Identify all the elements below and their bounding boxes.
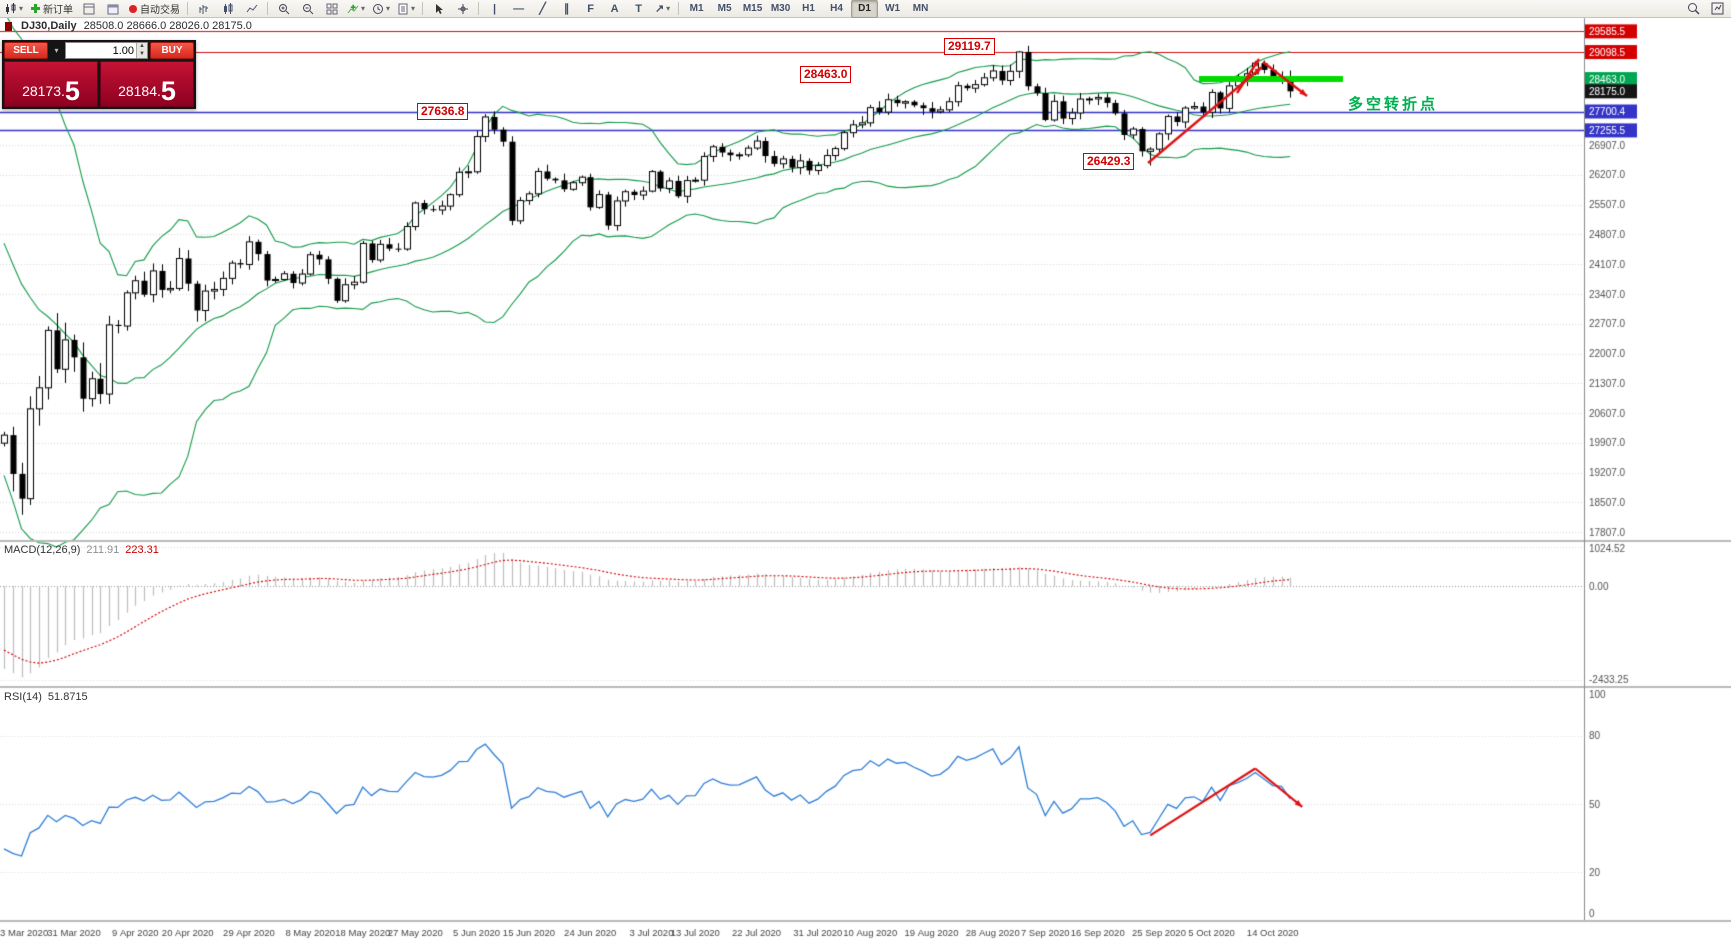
symbol-icon <box>5 21 12 31</box>
turning-point-note[interactable]: 多空转折点 <box>1348 96 1439 114</box>
auto-trading-button[interactable]: 自动交易 <box>125 0 183 18</box>
templates-icon[interactable]: ▾ <box>394 0 418 18</box>
ohlc-values: 28508.0 28666.0 28026.0 28175.0 <box>83 20 252 32</box>
one-click-trading-panel: SELL ▾ ▲ ▼ BUY 28173. 5 28184. 5 <box>2 40 196 109</box>
trendline-tool[interactable]: ╱ <box>539 3 546 15</box>
macd-signal-value: 223.31 <box>125 544 159 556</box>
sell-price-box[interactable]: 28173. 5 <box>4 61 98 107</box>
periods-icon[interactable]: ▾ <box>369 0 393 18</box>
symbol-search-icon[interactable] <box>1682 0 1705 18</box>
text-label-tool[interactable]: T <box>635 2 642 15</box>
timeframe-m30[interactable]: M30 <box>770 3 791 14</box>
chevron-down-icon: ▾ <box>361 4 366 13</box>
chevron-down-icon: ▾ <box>411 4 416 13</box>
rsi-name: RSI(14) <box>4 691 42 703</box>
chevron-down-icon: ▾ <box>666 4 671 13</box>
chevron-down-icon: ▾ <box>386 4 391 13</box>
text-tool[interactable]: A <box>610 2 619 15</box>
timeframe-m15[interactable]: M15 <box>742 3 763 14</box>
timeframe-w1[interactable]: W1 <box>885 3 901 14</box>
sell-price-main: 28173. <box>22 83 65 99</box>
panel-options-dropdown[interactable]: ▾ <box>54 46 59 55</box>
price-annotation[interactable]: 29119.7 <box>944 37 995 55</box>
profiles-icon[interactable] <box>101 0 124 18</box>
chart-symbol-header: DJ30,Daily 28508.0 28666.0 28026.0 28175… <box>5 20 252 32</box>
price-annotation[interactable]: 27636.8 <box>417 102 469 120</box>
timeframe-d1[interactable]: D1 <box>851 0 879 18</box>
timeframe-m5[interactable]: M5 <box>717 3 732 14</box>
sell-button[interactable]: SELL <box>4 42 48 59</box>
indicators-add-icon[interactable]: ▾ <box>344 0 368 18</box>
timeframe-mn[interactable]: MN <box>912 3 929 14</box>
horizontal-line-tool[interactable]: ― <box>513 2 525 15</box>
line-chart-type-icon[interactable] <box>240 0 263 18</box>
buy-price-main: 28184. <box>118 83 161 99</box>
tile-windows-icon[interactable] <box>320 0 343 18</box>
toolbar-separator <box>187 2 189 15</box>
toolbar: ▾ 新订单 自动交易 <box>0 0 1731 18</box>
timeframe-m1[interactable]: M1 <box>689 3 704 14</box>
chevron-down-icon: ▾ <box>19 4 24 13</box>
new-order-label: 新订单 <box>43 5 74 16</box>
equidistant-channel-tool[interactable]: ∥ <box>563 3 570 15</box>
zoom-in-icon[interactable] <box>272 0 295 18</box>
price-annotation[interactable]: 26429.3 <box>1083 152 1135 170</box>
zoom-out-icon[interactable] <box>296 0 319 18</box>
sell-price-big-digit: 5 <box>64 76 80 106</box>
crosshair-icon[interactable] <box>451 0 474 18</box>
timeframe-h1[interactable]: H1 <box>802 3 815 14</box>
macd-indicator-label: MACD(12,26,9) 211.91 223.31 <box>4 544 159 556</box>
vertical-line-tool[interactable]: | <box>493 2 497 15</box>
symbol-name: DJ30,Daily <box>21 20 77 32</box>
volume-down-button[interactable]: ▼ <box>136 50 147 58</box>
bar-chart-type-icon[interactable] <box>192 0 215 18</box>
price-annotation[interactable]: 28463.0 <box>800 65 852 83</box>
chart-window-icon[interactable]: ▾ <box>2 0 26 18</box>
macd-name: MACD(12,26,9) <box>4 544 81 556</box>
autotrade-status-icon <box>129 4 138 13</box>
fibonacci-tool[interactable]: F <box>587 2 594 15</box>
auto-trading-label: 自动交易 <box>140 5 181 16</box>
candlestick-chart-type-icon[interactable] <box>216 0 239 18</box>
plus-icon <box>31 4 41 13</box>
macd-main-value: 211.91 <box>86 544 120 556</box>
timeframe-group: M1 M5 M15 M30 H1 H4 D1 W1 MN <box>683 0 934 18</box>
rsi-indicator-label: RSI(14) 51.8715 <box>4 691 88 703</box>
timeframe-h4[interactable]: H4 <box>830 3 843 14</box>
line-tools-group: | ― ╱ ∥ F A T <box>483 0 650 18</box>
charts-tile-icon[interactable] <box>77 0 100 18</box>
expand-chart-icon[interactable] <box>1706 0 1729 18</box>
new-order-button[interactable]: 新订单 <box>27 0 76 18</box>
rsi-value: 51.8715 <box>47 691 88 703</box>
buy-price-box[interactable]: 28184. 5 <box>100 61 194 107</box>
toolbar-separator <box>478 2 480 15</box>
buy-button[interactable]: BUY <box>150 42 194 59</box>
buy-price-big-digit: 5 <box>160 76 176 106</box>
cursor-icon[interactable] <box>427 0 450 18</box>
volume-input[interactable] <box>66 43 136 58</box>
arrow-objects-icon[interactable]: ↗ ▾ <box>654 3 671 15</box>
toolbar-separator <box>422 2 424 15</box>
toolbar-separator <box>678 2 680 15</box>
volume-up-button[interactable]: ▲ <box>136 43 147 51</box>
toolbar-separator <box>267 2 269 15</box>
